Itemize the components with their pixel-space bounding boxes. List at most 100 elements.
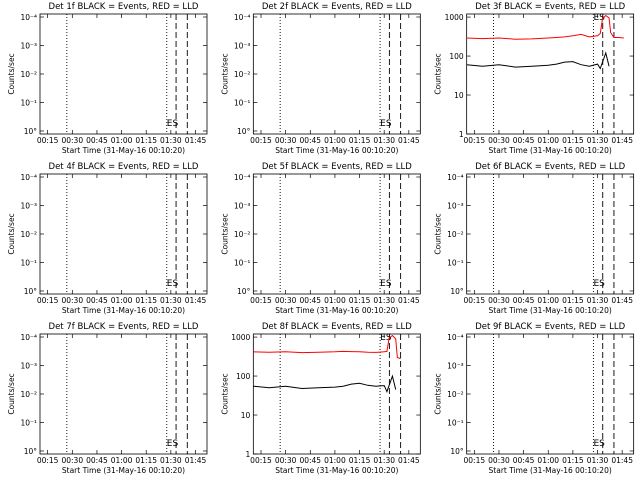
y-tick-label: 10⁻³	[234, 42, 251, 51]
x-tick-label: 01:45	[611, 296, 633, 305]
es-marker-label: ES	[593, 13, 605, 23]
x-axis-label: Start Time (31-May-16 00:10:20)	[489, 466, 612, 475]
y-axis-label: Counts/sec	[220, 53, 229, 94]
x-tick-label: 01:45	[611, 456, 633, 465]
x-tick-label: 01:15	[562, 296, 584, 305]
x-tick-label: 00:45	[86, 456, 108, 465]
y-tick-label: 10⁻³	[20, 202, 37, 211]
x-tick-label: 00:15	[464, 456, 486, 465]
y-tick-label: 10°	[24, 287, 38, 296]
x-tick-label: 01:30	[160, 296, 182, 305]
detector-chart-6: Det 6f BLACK = Events, RED = LLD 10° 10⁻¹ 1…	[434, 162, 635, 315]
plot-frame	[39, 13, 208, 135]
es-marker-label: ES	[380, 333, 392, 343]
x-tick-label: 00:30	[488, 456, 510, 465]
x-tick-label: 01:45	[611, 136, 633, 145]
x-tick-label: 00:45	[86, 296, 108, 305]
es-marker-label: ES	[167, 119, 179, 129]
detector-chart-7: Det 7f BLACK = Events, RED = LLD 10° 10⁻¹ 1…	[7, 322, 208, 475]
x-tick-label: 01:45	[398, 296, 420, 305]
y-tick-label: 10°	[237, 287, 251, 296]
x-tick-label: 00:45	[299, 136, 321, 145]
x-tick-label: 01:30	[587, 136, 609, 145]
y-tick-label: 10⁻¹	[20, 99, 37, 108]
x-tick-label: 00:45	[513, 136, 535, 145]
y-tick-label: 100	[236, 372, 251, 381]
x-axis-label: Start Time (31-May-16 00:10:20)	[275, 146, 398, 155]
x-tick-label: 00:15	[37, 136, 59, 145]
x-axis-label: Start Time (31-May-16 00:10:20)	[275, 306, 398, 315]
y-tick-label: 10°	[24, 127, 38, 136]
y-tick-label: 10⁻³	[447, 362, 464, 371]
es-marker-label: ES	[593, 279, 605, 289]
y-tick-label: 10⁻²	[234, 70, 251, 79]
x-tick-label: 01:15	[562, 136, 584, 145]
y-tick-label: 10°	[237, 127, 251, 136]
y-axis-label: Counts/sec	[220, 213, 229, 254]
x-tick-label: 01:15	[135, 296, 157, 305]
y-tick-label: 10⁻²	[20, 70, 37, 79]
x-tick-label: 01:30	[160, 136, 182, 145]
y-tick-label: 10⁻⁴	[20, 173, 37, 182]
y-axis-label: Counts/sec	[220, 373, 229, 414]
x-tick-label: 01:00	[111, 296, 133, 305]
x-tick-label: 01:30	[160, 456, 182, 465]
y-tick-label: 10⁻³	[20, 42, 37, 51]
y-tick-label: 10⁻²	[20, 230, 37, 239]
y-axis-label: Counts/sec	[434, 373, 443, 414]
x-tick-label: 01:15	[349, 456, 371, 465]
detector-chart-8: Det 8f BLACK = Events, RED = LLD 1 10 100 10…	[220, 322, 421, 475]
chart-title: Det 5f BLACK = Events, RED = LLD	[262, 162, 412, 172]
x-tick-label: 01:15	[135, 136, 157, 145]
x-axis-label: Start Time (31-May-16 00:10:20)	[489, 306, 612, 315]
x-tick-label: 01:45	[185, 456, 207, 465]
x-tick-label: 00:30	[61, 136, 83, 145]
chart-title: Det 3f BLACK = Events, RED = LLD	[475, 2, 625, 12]
detector-chart-1: Det 1f BLACK = Events, RED = LLD 10° 10⁻¹ 1…	[7, 2, 208, 155]
x-tick-label: 01:00	[537, 136, 559, 145]
y-axis-label: Counts/sec	[434, 213, 443, 254]
plot-frame	[39, 173, 208, 295]
x-tick-label: 00:30	[275, 296, 297, 305]
x-axis-label: Start Time (31-May-16 00:10:20)	[62, 146, 185, 155]
y-tick-label: 100	[449, 52, 464, 61]
y-tick-label: 10⁻³	[234, 202, 251, 211]
y-axis-label: Counts/sec	[7, 373, 16, 414]
x-tick-label: 01:00	[537, 296, 559, 305]
y-tick-label: 10⁻²	[234, 230, 251, 239]
detector-chart-2: Det 2f BLACK = Events, RED = LLD 10° 10⁻¹ 1…	[220, 2, 421, 155]
chart-title: Det 1f BLACK = Events, RED = LLD	[49, 2, 199, 12]
es-marker-label: ES	[167, 279, 179, 289]
x-tick-label: 00:15	[37, 296, 59, 305]
x-tick-label: 01:45	[398, 456, 420, 465]
es-marker-label: ES	[167, 439, 179, 449]
y-tick-label: 10	[454, 91, 464, 100]
x-tick-label: 00:30	[61, 296, 83, 305]
x-tick-label: 00:30	[488, 136, 510, 145]
plot-frame	[466, 333, 635, 455]
y-tick-label: 10⁻³	[20, 362, 37, 371]
x-tick-label: 00:30	[275, 136, 297, 145]
y-tick-label: 10⁻¹	[20, 259, 37, 268]
chart-title: Det 6f BLACK = Events, RED = LLD	[475, 162, 625, 172]
y-tick-label: 10⁻⁴	[447, 173, 464, 182]
plot-frame	[252, 13, 421, 135]
series-line-2	[253, 374, 397, 393]
y-tick-label: 10⁻¹	[234, 259, 251, 268]
y-axis-label: Counts/sec	[434, 53, 443, 94]
series-line-1	[466, 14, 624, 40]
es-marker-label: ES	[380, 279, 392, 289]
x-tick-label: 00:45	[299, 296, 321, 305]
x-tick-label: 01:00	[324, 136, 346, 145]
plot-frame	[466, 13, 635, 135]
series-line-2	[466, 51, 610, 70]
y-tick-label: 10	[241, 411, 251, 420]
y-tick-label: 10⁻³	[447, 202, 464, 211]
x-tick-label: 01:30	[373, 136, 395, 145]
x-tick-label: 01:45	[185, 136, 207, 145]
x-tick-label: 00:30	[488, 296, 510, 305]
x-tick-label: 01:15	[349, 296, 371, 305]
detector-chart-3: Det 3f BLACK = Events, RED = LLD 1 10 100 10…	[434, 2, 635, 155]
y-tick-label: 10⁻²	[447, 390, 464, 399]
